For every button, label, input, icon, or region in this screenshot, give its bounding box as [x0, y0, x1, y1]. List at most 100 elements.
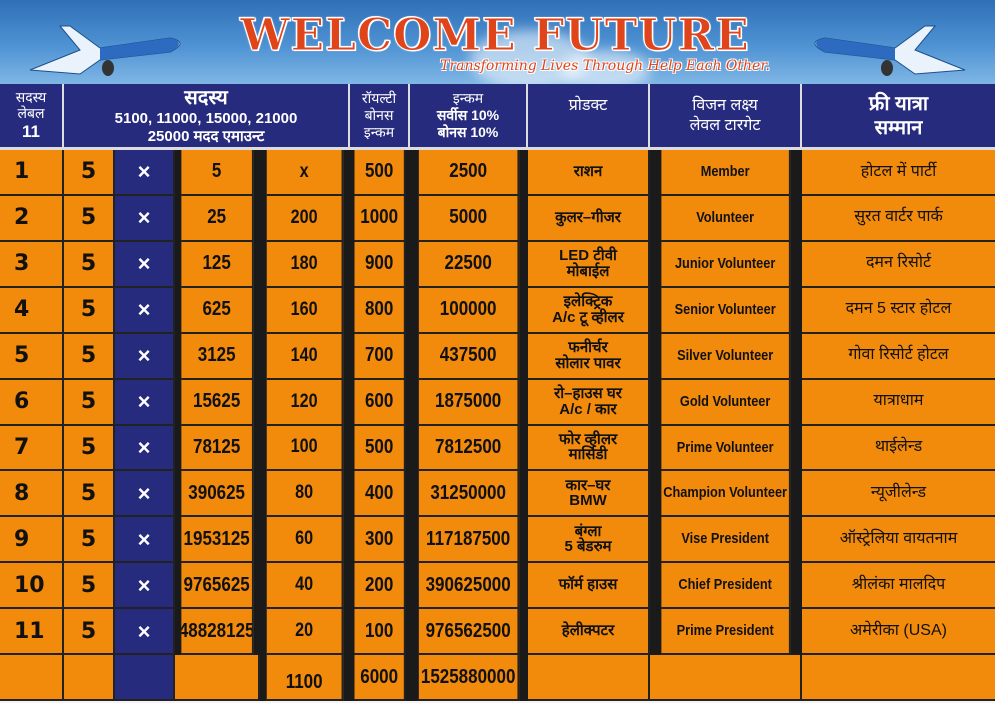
- total-royalty-cell: 6000: [354, 655, 406, 701]
- amount-cell: 200: [266, 195, 344, 242]
- level-cell: 1: [0, 150, 64, 196]
- empty-cell: [175, 655, 260, 701]
- product-cell: LED टीवी मोबाईल: [528, 241, 650, 288]
- empty-cell: [802, 655, 995, 701]
- members-cell: 1953125: [181, 517, 254, 564]
- level-cell: 5: [0, 333, 64, 380]
- income-cell: 390625000: [418, 563, 520, 610]
- trip-cell: सुरत वार्टर पार्क: [802, 195, 995, 242]
- times-sign-cell: ×: [115, 425, 175, 472]
- amount-cell: 40: [266, 563, 344, 610]
- level-cell: 3: [0, 241, 64, 288]
- members-cell: 48828125: [181, 609, 254, 656]
- target-cell: Junior Volunteer: [661, 241, 791, 288]
- header-text: 5100, 11000, 15000, 21000: [114, 109, 298, 127]
- product-line: कार–घर: [565, 476, 611, 494]
- banner-tagline: Transforming Lives Through Help Each Oth…: [440, 58, 770, 74]
- target-cell: Champion Volunteer: [661, 471, 791, 518]
- times-sign-cell: ×: [115, 287, 175, 334]
- header-text: लेबल: [17, 105, 45, 122]
- target-cell: Silver Volunteer: [661, 333, 791, 380]
- level-cell: 10: [0, 563, 64, 610]
- royalty-cell: 300: [354, 517, 406, 564]
- product-cell: कुलर–गीजर: [528, 195, 650, 242]
- members-cell: 390625: [181, 471, 254, 518]
- trip-cell: अमेरीका (USA): [802, 609, 995, 656]
- income-table: सदस्य लेबल 11 सदस्य 5100, 11000, 15000, …: [0, 84, 995, 701]
- multiplier-cell: 5: [64, 195, 115, 242]
- product-cell: हेलीक्पटर: [528, 609, 650, 656]
- income-cell: 976562500: [418, 609, 520, 656]
- target-cell: Vise President: [661, 517, 791, 564]
- header-text: इन्कम: [452, 90, 484, 107]
- amount-cell: 120: [266, 379, 344, 426]
- times-sign-cell: ×: [115, 517, 175, 564]
- product-line: कुलर–गीजर: [555, 208, 621, 226]
- royalty-cell: 400: [354, 471, 406, 518]
- target-cell: Senior Volunteer: [661, 287, 791, 334]
- times-sign-cell: ×: [115, 563, 175, 610]
- product-cell: इलेक्ट्रिक A/c टू व्हीलर: [528, 287, 650, 334]
- empty-cell: [528, 655, 650, 701]
- header-text: बोनस 10%: [437, 123, 499, 140]
- amount-cell: x: [266, 150, 344, 196]
- income-cell: 437500: [418, 333, 520, 380]
- target-cell: Prime President: [661, 609, 791, 656]
- members-cell: 3125: [181, 333, 254, 380]
- income-cell: 100000: [418, 287, 520, 334]
- empty-cell: [64, 655, 115, 701]
- product-line: A/c / कार: [559, 400, 617, 418]
- header-members: सदस्य 5100, 11000, 15000, 21000 25000 मद…: [64, 84, 350, 150]
- royalty-cell: 1000: [354, 195, 406, 242]
- multiplier-cell: 5: [64, 517, 115, 564]
- level-cell: 2: [0, 195, 64, 242]
- royalty-cell: 200: [354, 563, 406, 610]
- trip-cell: दमन रिसोर्ट: [802, 241, 995, 288]
- royalty-cell: 100: [354, 609, 406, 656]
- product-cell: बंग्ला 5 बेडरुम: [528, 517, 650, 564]
- times-sign-cell: ×: [115, 333, 175, 380]
- header-text: विजन लक्ष्य: [692, 97, 758, 115]
- product-line: राशन: [573, 163, 603, 181]
- level-cell: 9: [0, 517, 64, 564]
- header-text: रॉयल्टी: [361, 90, 397, 107]
- income-cell: 22500: [418, 241, 520, 288]
- income-cell: 1875000: [418, 379, 520, 426]
- income-cell: 2500: [418, 150, 520, 196]
- royalty-cell: 800: [354, 287, 406, 334]
- amount-cell: 80: [266, 471, 344, 518]
- trip-cell: यात्राधाम: [802, 379, 995, 426]
- multiplier-cell: 5: [64, 425, 115, 472]
- target-cell: Volunteer: [661, 195, 791, 242]
- header-product: प्रोडक्ट: [528, 84, 650, 150]
- header-text: 11: [22, 122, 40, 142]
- product-line: बंग्ला: [574, 522, 602, 540]
- product-line: मार्सिडी: [568, 446, 608, 464]
- income-cell: 5000: [418, 195, 520, 242]
- level-cell: 6: [0, 379, 64, 426]
- times-sign-cell: ×: [115, 241, 175, 288]
- trip-cell: ऑस्ट्रेलिया वायतनाम: [802, 517, 995, 564]
- members-cell: 15625: [181, 379, 254, 426]
- total-income-cell: 1525880000: [418, 655, 520, 701]
- times-sign-cell: ×: [115, 471, 175, 518]
- target-cell: Member: [661, 150, 791, 196]
- header-text: बोनस: [364, 107, 394, 124]
- multiplier-cell: 5: [64, 241, 115, 288]
- members-cell: 25: [181, 195, 254, 242]
- level-cell: 4: [0, 287, 64, 334]
- multiplier-cell: 5: [64, 471, 115, 518]
- trip-cell: श्रीलंका मालदिप: [802, 563, 995, 610]
- trip-cell: होटल में पार्टी: [802, 150, 995, 196]
- header-text: लेवल टारगेट: [689, 116, 761, 134]
- product-line: फोर व्हीलर: [558, 430, 618, 448]
- trip-cell: न्यूजीलेन्ड: [802, 471, 995, 518]
- total-amount-cell: 1100: [266, 655, 344, 701]
- members-cell: 5: [181, 150, 254, 196]
- amount-cell: 140: [266, 333, 344, 380]
- header-text: सदस्य: [15, 88, 47, 105]
- product-line: इलेक्ट्रिक: [563, 292, 613, 310]
- header-text: 25000 मदद एमाउन्ट: [147, 127, 265, 145]
- product-line: BMW: [569, 492, 607, 510]
- product-cell: कार–घर BMW: [528, 471, 650, 518]
